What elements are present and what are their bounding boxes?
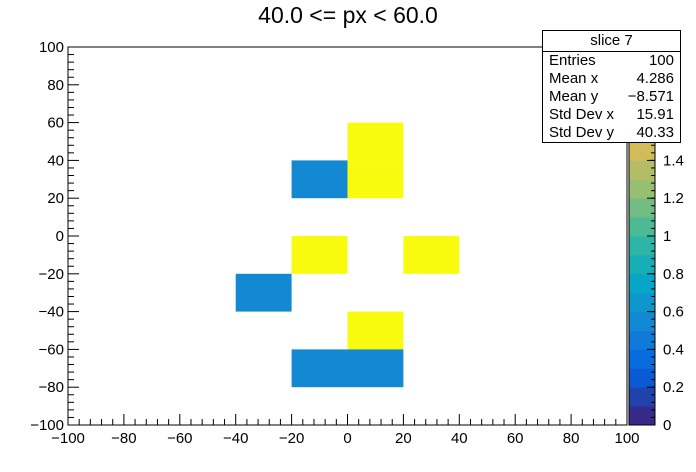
x-tick-label: 0 xyxy=(343,430,351,447)
colorbar-tick-label: 0.6 xyxy=(663,304,684,321)
x-tick-label: 60 xyxy=(507,430,524,447)
y-tick-label: −80 xyxy=(39,379,64,396)
x-tick-label: 40 xyxy=(451,430,468,447)
heatmap-cell xyxy=(347,160,404,199)
stats-label: Entries xyxy=(549,52,596,69)
stats-row-mean-x: Mean x 4.286 xyxy=(543,70,680,88)
colorbar-band xyxy=(629,387,655,407)
heatmap-cell xyxy=(291,349,348,388)
y-tick-label: 0 xyxy=(56,228,64,245)
stats-label: Std Dev x xyxy=(549,106,615,123)
x-tick-label: 20 xyxy=(395,430,412,447)
colorbar-band xyxy=(629,198,655,218)
colorbar-band xyxy=(629,368,655,388)
colorbar-tick-label: 1.2 xyxy=(663,190,684,207)
stats-label: Mean x xyxy=(549,70,599,87)
heatmap-cell xyxy=(347,122,404,161)
colorbar-tick-label: 0.8 xyxy=(663,266,684,283)
colorbar-band xyxy=(629,349,655,369)
colorbar-tick-label: 1 xyxy=(663,228,671,245)
y-tick-label: −20 xyxy=(39,266,64,283)
colorbar-band xyxy=(629,141,655,161)
stats-value: −8.571 xyxy=(627,88,674,105)
x-tick-label: −40 xyxy=(223,430,248,447)
x-tick-label: 80 xyxy=(563,430,580,447)
colorbar-band xyxy=(629,236,655,256)
colorbar-tick-label: 0.4 xyxy=(663,341,684,358)
y-tick-label: −40 xyxy=(39,304,64,321)
stats-value: 100 xyxy=(648,52,674,69)
chart-title: 40.0 <= px < 60.0 xyxy=(258,2,438,28)
stats-value: 15.91 xyxy=(636,106,674,123)
stats-value: 40.33 xyxy=(636,124,674,141)
heatmap-cell xyxy=(403,236,460,274)
colorbar-tick-label: 1.4 xyxy=(663,152,684,169)
y-tick-label: 40 xyxy=(47,152,64,169)
stats-row-mean-y: Mean y −8.571 xyxy=(543,88,680,106)
stats-row-entries: Entries 100 xyxy=(543,52,680,70)
colorbar-band xyxy=(629,179,655,199)
stats-label: Std Dev y xyxy=(549,124,615,141)
y-tick-label: −60 xyxy=(39,341,64,358)
colorbar-band xyxy=(629,254,655,275)
colorbar-band xyxy=(629,406,655,426)
colorbar-band xyxy=(629,311,655,331)
stats-row-std-dev-x: Std Dev x 15.91 xyxy=(543,106,680,124)
x-tick-label: −60 xyxy=(167,430,192,447)
colorbar-tick-label: 0.2 xyxy=(663,379,684,396)
y-tick-label: 100 xyxy=(39,39,64,56)
colorbar-tick-label: 0 xyxy=(663,417,671,434)
colorbar-band xyxy=(629,273,655,294)
stats-value: 4.286 xyxy=(636,70,674,87)
colorbar-band xyxy=(629,330,655,350)
stats-box: slice 7 Entries 100 Mean x 4.286 Mean y … xyxy=(542,30,681,143)
colorbar-band xyxy=(629,292,655,313)
y-tick-label: 80 xyxy=(47,77,64,94)
x-tick-label: −20 xyxy=(279,430,304,447)
colorbar-band xyxy=(629,217,655,237)
heatmap-cell xyxy=(347,311,404,350)
stats-label: Mean y xyxy=(549,88,599,105)
heatmap-cell xyxy=(347,349,404,388)
x-tick-label: −100 xyxy=(51,430,85,447)
stats-box-title: slice 7 xyxy=(543,31,680,52)
stats-row-std-dev-y: Std Dev y 40.33 xyxy=(543,124,680,142)
colorbar-band xyxy=(629,160,655,180)
y-tick-label: 20 xyxy=(47,190,64,207)
y-tick-label: −100 xyxy=(30,417,64,434)
x-tick-label: −80 xyxy=(111,430,136,447)
heatmap-cell xyxy=(291,160,348,199)
y-tick-label: 60 xyxy=(47,115,64,132)
heatmap-cell xyxy=(291,236,348,274)
heatmap-cell xyxy=(235,273,292,312)
x-tick-label: 100 xyxy=(614,430,639,447)
